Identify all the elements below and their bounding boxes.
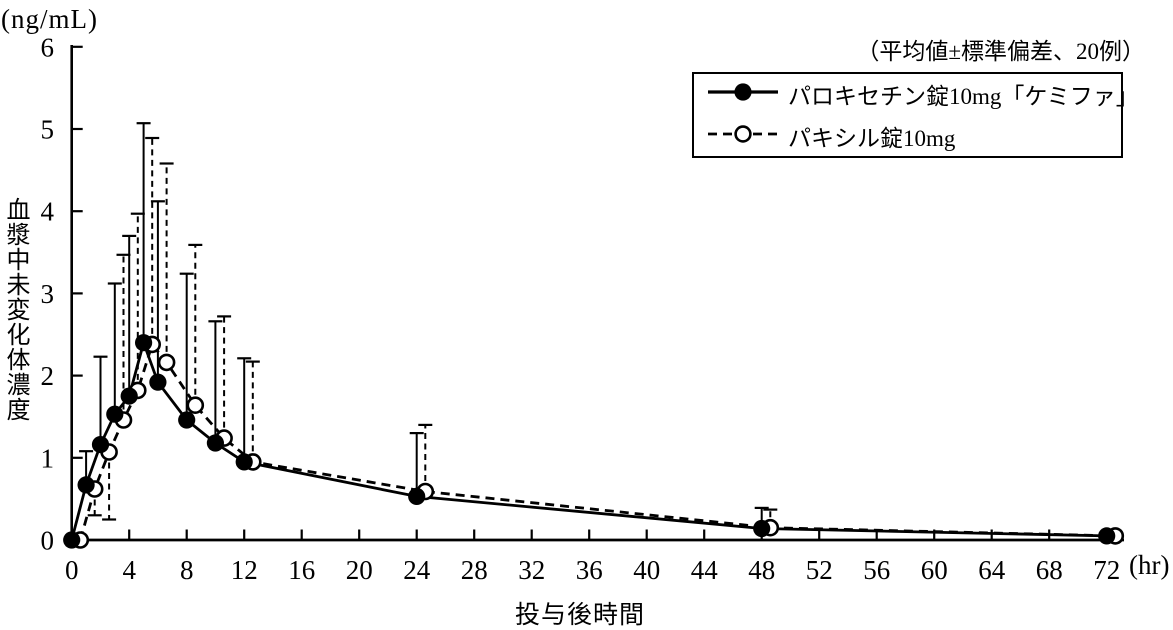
svg-text:0: 0 xyxy=(41,526,55,556)
svg-text:8: 8 xyxy=(180,555,194,585)
svg-text:5: 5 xyxy=(41,115,55,145)
legend-item-paxil: パキシル錠10mg xyxy=(694,116,1121,156)
svg-text:4: 4 xyxy=(41,197,55,227)
svg-text:64: 64 xyxy=(978,555,1006,585)
svg-text:48: 48 xyxy=(748,555,775,585)
dashed-line-open-circle-icon xyxy=(707,123,779,150)
y-axis-title: 血漿中未変化体濃度 xyxy=(2,197,28,422)
svg-text:16: 16 xyxy=(288,555,315,585)
svg-text:1: 1 xyxy=(41,443,55,473)
svg-text:20: 20 xyxy=(346,555,373,585)
svg-text:52: 52 xyxy=(806,555,833,585)
svg-text:3: 3 xyxy=(41,279,55,309)
svg-text:24: 24 xyxy=(403,555,431,585)
y-axis-unit-label: (ng/mL) xyxy=(1,4,98,34)
svg-text:28: 28 xyxy=(461,555,488,585)
legend-label: パロキセチン錠10mg「ケミファ」 xyxy=(788,84,1139,109)
svg-text:40: 40 xyxy=(633,555,660,585)
svg-text:0: 0 xyxy=(65,555,79,585)
svg-text:12: 12 xyxy=(231,555,258,585)
svg-text:68: 68 xyxy=(1036,555,1063,585)
x-axis-title: 投与後時間 xyxy=(515,602,646,629)
svg-text:72: 72 xyxy=(1093,555,1120,585)
svg-text:2: 2 xyxy=(41,361,55,391)
x-axis-unit-label: (hr) xyxy=(1129,550,1170,580)
svg-text:32: 32 xyxy=(518,555,545,585)
legend: パロキセチン錠10mg「ケミファ」 パキシル錠10mg xyxy=(692,72,1139,158)
svg-text:56: 56 xyxy=(863,555,890,585)
svg-text:44: 44 xyxy=(691,555,719,585)
mean-sd-annotation: （平均値±標準偏差、20例） xyxy=(856,39,1145,64)
svg-text:36: 36 xyxy=(576,555,603,585)
solid-line-filled-circle-icon xyxy=(707,81,779,108)
legend-label: パキシル錠10mg xyxy=(788,126,956,151)
svg-text:4: 4 xyxy=(122,555,136,585)
svg-text:6: 6 xyxy=(41,32,55,62)
legend-item-kemipha: パロキセチン錠10mg「ケミファ」 xyxy=(694,74,1139,114)
svg-text:60: 60 xyxy=(921,555,948,585)
